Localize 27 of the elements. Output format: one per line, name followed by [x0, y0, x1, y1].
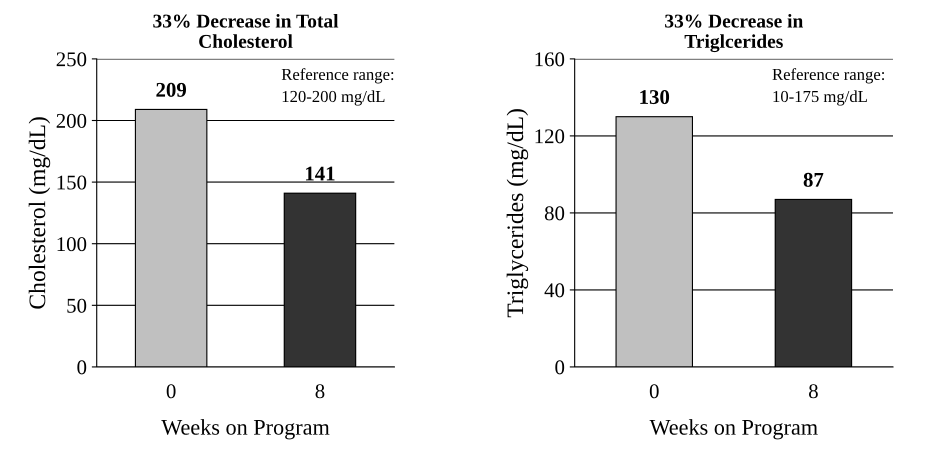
y-tick-label: 50	[67, 298, 86, 313]
y-tick-label: 0	[555, 360, 564, 374]
y-axis-title: Cholesterol (mg/dL)	[28, 117, 50, 309]
annotation: Reference range: 10-175 mg/dL	[772, 68, 884, 106]
y-tick-label: 200	[56, 114, 86, 128]
data-label: 87	[804, 172, 824, 187]
data-label: 141	[306, 166, 335, 180]
y-axis-title: Triglycerides (mg/dL)	[506, 109, 528, 318]
y-tick-label: 150	[58, 175, 86, 190]
x-tick-label: 0	[650, 384, 659, 398]
data-label: 209	[156, 82, 186, 97]
chart-title: 33% Decrease in Triglcerides	[665, 14, 804, 52]
x-tick-label: 0	[166, 384, 176, 398]
y-tick-label: 0	[77, 360, 86, 374]
x-axis-title: Weeks on Program	[650, 419, 818, 440]
y-tick-label: 100	[58, 237, 86, 252]
y-tick-label: 120	[536, 129, 564, 144]
chart-title: 33% Decrease in Total Cholesterol	[153, 14, 338, 48]
x-axis-title: Weeks on Program	[161, 419, 330, 440]
data-label: 130	[640, 90, 670, 104]
y-tick-label: 160	[536, 52, 564, 66]
y-tick-label: 80	[544, 206, 564, 220]
x-tick-label: 8	[808, 384, 818, 398]
x-tick-label: 8	[316, 384, 324, 398]
annotation: Reference range: 120-200 mg/dL	[282, 68, 394, 106]
y-tick-label: 40	[544, 283, 564, 298]
y-tick-label: 250	[56, 52, 86, 66]
